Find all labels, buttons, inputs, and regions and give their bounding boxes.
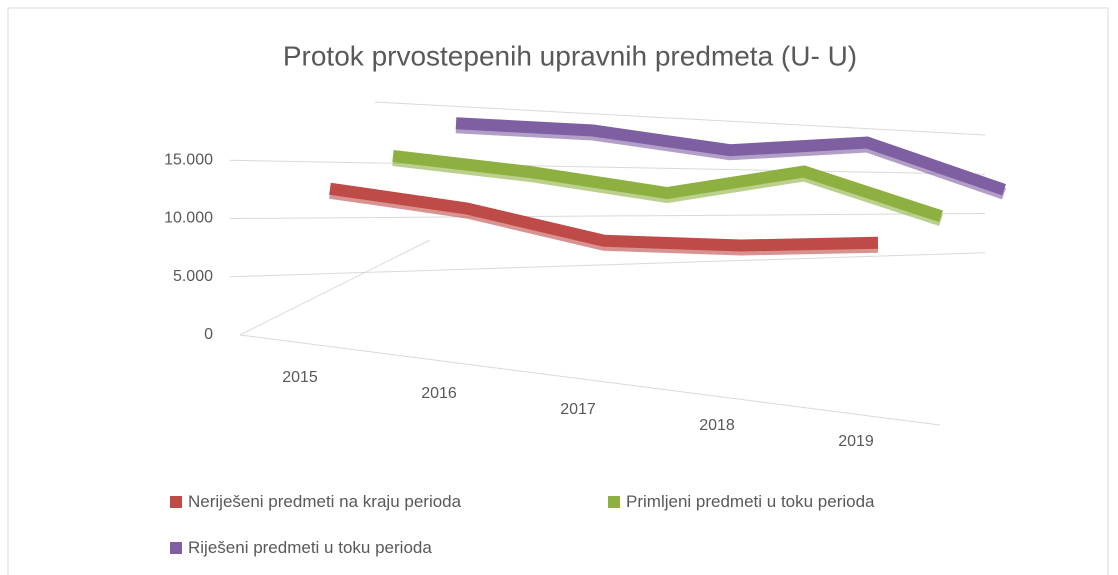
floor-line [239,334,941,426]
legend-swatch [170,542,182,554]
grid-line-top [374,101,986,136]
series-line [392,150,943,222]
y-tick-label: 10.000 [164,210,213,227]
series-line [455,117,1006,196]
y-tick-label: 0 [204,326,213,343]
legend-item: Primljeni predmeti u toku perioda [608,492,875,512]
x-tick-label: 2015 [282,369,318,386]
legend-item: Riješeni predmeti u toku perioda [170,538,432,558]
legend-item: Neriješeni predmeti na kraju perioda [170,492,461,512]
legend-label: Primljeni predmeti u toku perioda [626,492,875,511]
y-tick-label: 5.000 [173,268,213,285]
legend-swatch [170,496,182,508]
grid-line [229,252,986,278]
legend-label: Riješeni predmeti u toku perioda [188,538,432,557]
x-tick-label: 2019 [838,433,874,450]
chart-title: Protok prvostepenih upravnih predmeta (U… [283,40,857,71]
legend-swatch [608,496,620,508]
x-tick-label: 2018 [699,417,735,434]
grid-line [239,239,431,336]
legend-label: Neriješeni predmeti na kraju perioda [188,492,462,511]
x-tick-label: 2016 [421,385,457,402]
x-tick-label: 2017 [560,401,596,418]
series-line [329,182,879,252]
chart-border [7,7,1109,575]
grid-line [229,159,986,175]
y-tick-label: 15.000 [164,151,213,168]
grid-line [229,213,986,219]
